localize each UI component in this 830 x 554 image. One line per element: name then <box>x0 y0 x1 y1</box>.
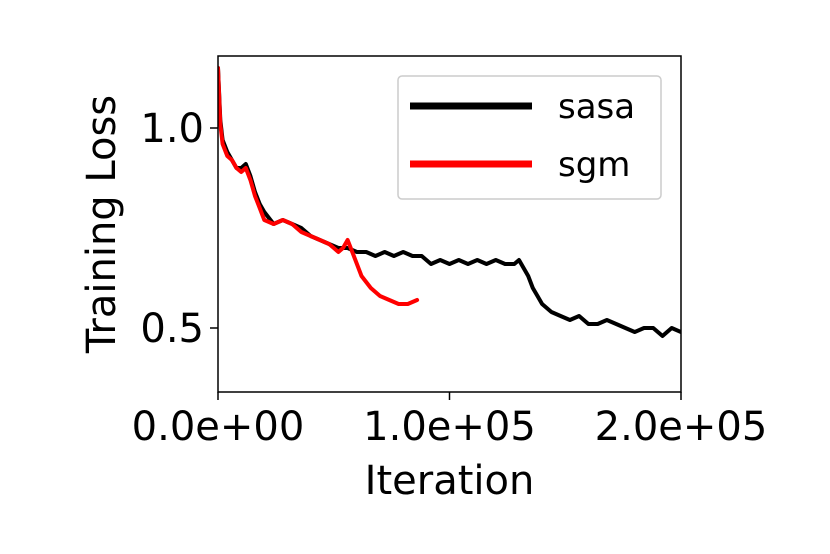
x-tick-label: 1.0e+05 <box>363 404 536 450</box>
axis-ticks: 0.0e+00 1.0e+05 2.0e+05 0.5 1.0 <box>132 106 768 450</box>
x-tick-label: 2.0e+05 <box>595 404 768 450</box>
y-tick-label: 0.5 <box>140 306 204 352</box>
legend-label-sgm: sgm <box>558 145 630 185</box>
y-tick-label: 1.0 <box>140 106 204 152</box>
series-line-sgm <box>218 66 420 306</box>
x-axis-label: Iteration <box>365 458 535 504</box>
legend: sasa sgm <box>397 75 662 200</box>
plot-area <box>218 66 681 338</box>
x-tick-label: 0.0e+00 <box>132 404 305 450</box>
y-axis-label: Training Loss <box>79 95 125 354</box>
legend-label-sasa: sasa <box>558 87 635 127</box>
